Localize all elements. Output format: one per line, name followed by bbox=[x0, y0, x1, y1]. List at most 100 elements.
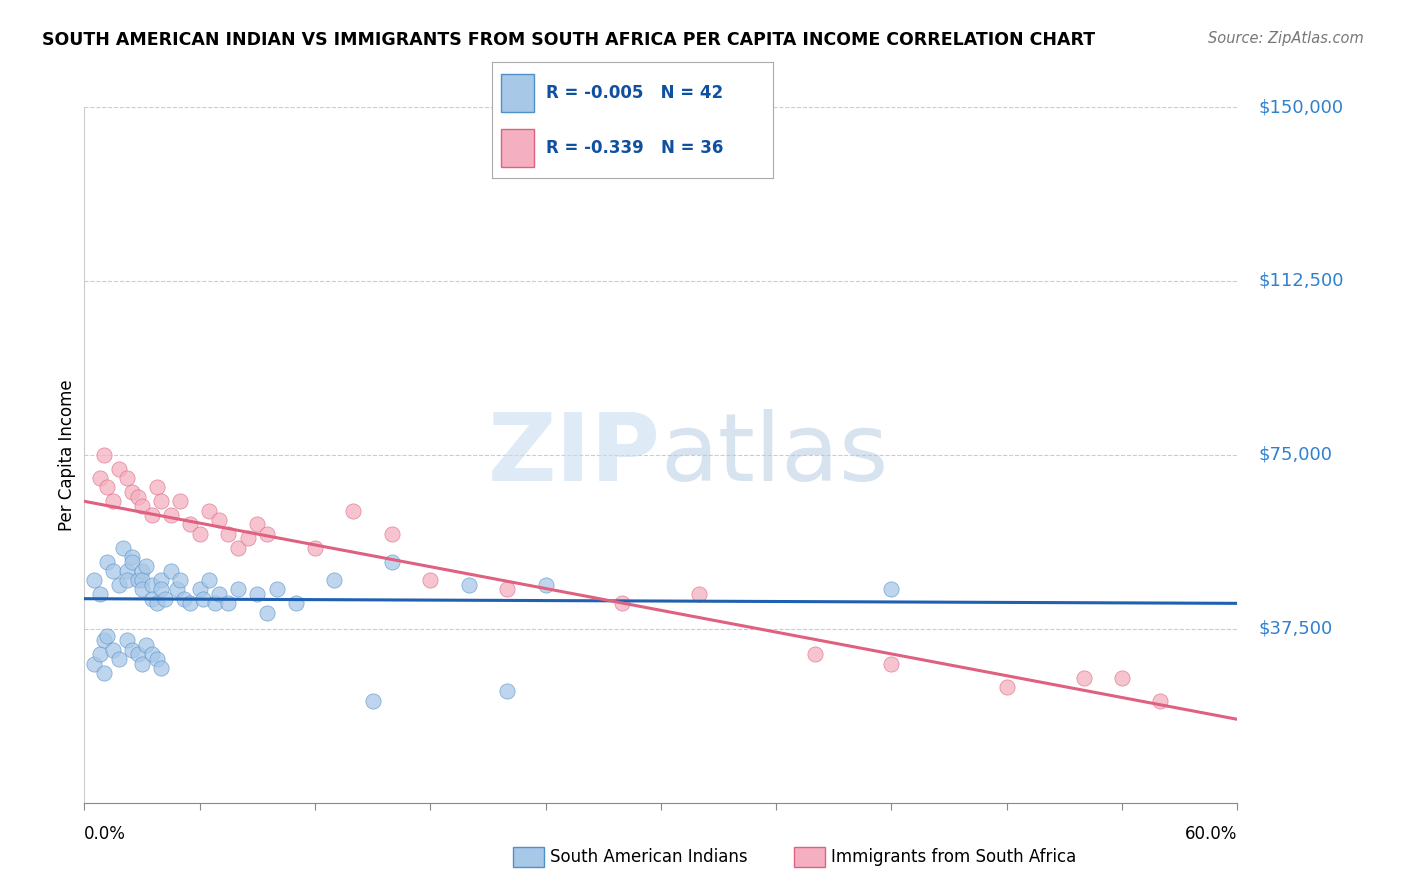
Point bbox=[89, 648, 111, 662]
Point bbox=[198, 503, 221, 517]
Point bbox=[93, 448, 115, 462]
Point bbox=[131, 564, 153, 578]
Point bbox=[159, 564, 183, 578]
Point bbox=[169, 573, 191, 587]
Point bbox=[381, 555, 404, 569]
Point bbox=[995, 680, 1018, 694]
Point bbox=[127, 648, 149, 662]
Point bbox=[121, 555, 143, 569]
Point bbox=[612, 596, 634, 610]
Point bbox=[208, 587, 231, 601]
Text: ZIP: ZIP bbox=[488, 409, 661, 501]
Point bbox=[131, 499, 153, 513]
Point bbox=[159, 508, 183, 523]
Point bbox=[103, 564, 124, 578]
Point bbox=[141, 508, 163, 523]
Point bbox=[115, 471, 138, 485]
Point bbox=[880, 582, 903, 597]
Point bbox=[115, 573, 138, 587]
Point bbox=[803, 648, 825, 662]
Point bbox=[173, 591, 195, 606]
Point bbox=[108, 652, 131, 666]
Point bbox=[1149, 694, 1171, 708]
Point bbox=[188, 526, 211, 541]
Point bbox=[226, 582, 249, 597]
Point bbox=[323, 573, 346, 587]
Point bbox=[457, 578, 479, 592]
Point bbox=[141, 591, 163, 606]
Point bbox=[166, 582, 188, 597]
Point bbox=[131, 582, 153, 597]
Point bbox=[419, 573, 441, 587]
Point bbox=[217, 526, 239, 541]
Point bbox=[108, 578, 131, 592]
Text: South American Indians: South American Indians bbox=[550, 848, 748, 866]
Point bbox=[688, 587, 710, 601]
Point bbox=[135, 559, 157, 574]
Text: atlas: atlas bbox=[661, 409, 889, 501]
Point bbox=[146, 480, 169, 494]
Text: 60.0%: 60.0% bbox=[1185, 825, 1237, 843]
Point bbox=[361, 694, 384, 708]
Point bbox=[150, 661, 173, 675]
Point bbox=[204, 596, 226, 610]
Point bbox=[93, 633, 115, 648]
Text: $75,000: $75,000 bbox=[1258, 446, 1333, 464]
Point bbox=[121, 485, 143, 500]
Bar bbox=[501, 128, 534, 167]
Point bbox=[236, 532, 259, 546]
Text: $112,500: $112,500 bbox=[1258, 272, 1344, 290]
Point bbox=[121, 549, 143, 564]
Point bbox=[266, 582, 288, 597]
Point bbox=[496, 684, 519, 698]
Point bbox=[135, 638, 157, 652]
Text: R = -0.339   N = 36: R = -0.339 N = 36 bbox=[546, 138, 723, 157]
Point bbox=[131, 573, 153, 587]
Point bbox=[96, 629, 118, 643]
Point bbox=[1111, 671, 1133, 685]
Point bbox=[150, 573, 173, 587]
Point bbox=[115, 564, 138, 578]
Point bbox=[115, 633, 138, 648]
Point bbox=[179, 517, 201, 532]
Point bbox=[256, 606, 278, 620]
Point bbox=[342, 503, 364, 517]
Point bbox=[150, 582, 173, 597]
Point bbox=[256, 526, 278, 541]
Point bbox=[198, 573, 221, 587]
Text: Immigrants from South Africa: Immigrants from South Africa bbox=[831, 848, 1076, 866]
Bar bbox=[501, 74, 534, 112]
Point bbox=[141, 648, 163, 662]
Text: Source: ZipAtlas.com: Source: ZipAtlas.com bbox=[1208, 31, 1364, 46]
Point bbox=[96, 555, 118, 569]
Point bbox=[146, 596, 169, 610]
Point bbox=[127, 490, 149, 504]
Point bbox=[179, 596, 201, 610]
Point bbox=[103, 494, 124, 508]
Point bbox=[381, 526, 404, 541]
Point bbox=[193, 591, 215, 606]
Point bbox=[150, 494, 173, 508]
Point bbox=[188, 582, 211, 597]
Point bbox=[83, 657, 105, 671]
Point bbox=[496, 582, 519, 597]
Text: $37,500: $37,500 bbox=[1258, 620, 1333, 638]
Point bbox=[89, 587, 111, 601]
Text: SOUTH AMERICAN INDIAN VS IMMIGRANTS FROM SOUTH AFRICA PER CAPITA INCOME CORRELAT: SOUTH AMERICAN INDIAN VS IMMIGRANTS FROM… bbox=[42, 31, 1095, 49]
Point bbox=[153, 591, 176, 606]
Point bbox=[111, 541, 134, 555]
Point bbox=[141, 578, 163, 592]
Text: $150,000: $150,000 bbox=[1258, 98, 1344, 116]
Point bbox=[304, 541, 326, 555]
Point bbox=[131, 657, 153, 671]
Point bbox=[121, 642, 143, 657]
Point bbox=[96, 480, 118, 494]
Point bbox=[208, 513, 231, 527]
Point bbox=[169, 494, 191, 508]
Point bbox=[127, 573, 149, 587]
Y-axis label: Per Capita Income: Per Capita Income bbox=[58, 379, 76, 531]
Point bbox=[246, 587, 269, 601]
Point bbox=[534, 578, 557, 592]
Text: 0.0%: 0.0% bbox=[84, 825, 127, 843]
Point bbox=[880, 657, 903, 671]
